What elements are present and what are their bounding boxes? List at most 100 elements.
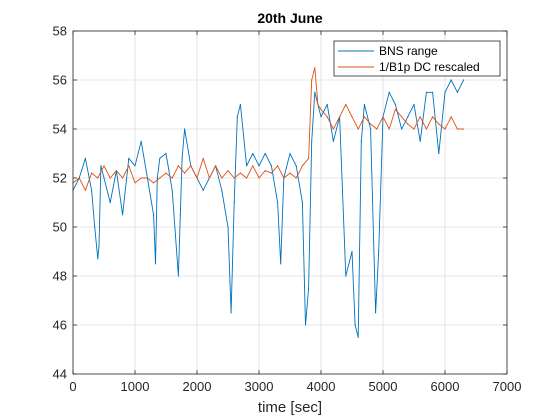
data-point bbox=[456, 91, 458, 93]
data-point bbox=[419, 140, 421, 142]
data-point bbox=[407, 123, 409, 125]
data-point bbox=[376, 128, 378, 130]
data-point bbox=[84, 189, 86, 191]
data-point bbox=[277, 201, 279, 204]
data-point bbox=[308, 287, 310, 289]
plot-frame bbox=[72, 30, 508, 375]
x-tick-label: 6000 bbox=[431, 379, 460, 394]
data-point bbox=[252, 152, 254, 155]
data-point bbox=[425, 91, 427, 93]
data-point bbox=[419, 116, 421, 118]
data-point bbox=[239, 172, 241, 174]
data-point bbox=[450, 79, 452, 81]
data-point bbox=[122, 214, 124, 216]
data-point bbox=[202, 157, 204, 159]
plot-area bbox=[73, 31, 507, 374]
data-point bbox=[277, 165, 279, 167]
x-tick-label: 2000 bbox=[183, 379, 212, 394]
data-point bbox=[156, 177, 158, 179]
data-point bbox=[375, 312, 377, 314]
data-point bbox=[134, 182, 136, 184]
data-point bbox=[394, 103, 396, 106]
data-point bbox=[413, 128, 415, 130]
data-point bbox=[450, 116, 452, 118]
data-point bbox=[78, 177, 80, 179]
data-point bbox=[332, 140, 334, 142]
data-point bbox=[382, 116, 384, 118]
data-point bbox=[94, 226, 96, 228]
data-point bbox=[283, 177, 285, 179]
y-tick-label: 56 bbox=[53, 73, 67, 88]
data-point bbox=[438, 123, 440, 125]
data-point bbox=[394, 108, 396, 110]
data-point bbox=[264, 152, 266, 155]
data-point bbox=[438, 152, 440, 155]
data-point bbox=[317, 103, 319, 106]
data-point bbox=[103, 177, 105, 179]
data-point bbox=[177, 275, 179, 277]
data-point bbox=[295, 177, 297, 179]
data-point bbox=[360, 140, 362, 142]
data-point bbox=[221, 189, 223, 191]
data-point bbox=[345, 275, 347, 277]
data-point bbox=[165, 172, 167, 174]
series-layer bbox=[72, 67, 465, 338]
y-tick-labels: 44 46 48 50 52 54 56 58 bbox=[53, 24, 67, 382]
data-point bbox=[258, 177, 260, 179]
data-point bbox=[357, 128, 359, 130]
legend-label-bns-range: BNS range bbox=[379, 44, 438, 58]
data-point bbox=[407, 116, 409, 118]
data-point bbox=[289, 172, 291, 174]
data-point bbox=[388, 91, 390, 93]
data-point bbox=[227, 226, 229, 228]
data-point bbox=[134, 165, 136, 167]
data-point bbox=[311, 140, 313, 142]
data-point bbox=[425, 128, 427, 130]
data-point bbox=[177, 165, 179, 167]
data-point bbox=[363, 116, 365, 118]
data-point bbox=[184, 128, 186, 130]
data-point bbox=[100, 165, 102, 167]
data-point bbox=[146, 177, 148, 179]
data-point bbox=[401, 128, 403, 130]
data-point bbox=[109, 201, 111, 204]
legend-box bbox=[333, 40, 501, 77]
data-point bbox=[413, 103, 415, 106]
data-point bbox=[320, 108, 322, 110]
data-point bbox=[363, 103, 365, 106]
data-point bbox=[184, 172, 186, 174]
data-point bbox=[463, 79, 465, 81]
data-point bbox=[456, 128, 458, 130]
data-point bbox=[345, 103, 347, 106]
data-point bbox=[252, 165, 254, 167]
data-point bbox=[301, 165, 303, 167]
y-tick-label: 46 bbox=[53, 318, 67, 333]
data-point bbox=[196, 177, 198, 179]
data-point bbox=[314, 67, 316, 69]
x-tick-label: 7000 bbox=[493, 379, 522, 394]
data-point bbox=[264, 170, 266, 172]
data-point bbox=[181, 157, 183, 159]
y-tick-label: 54 bbox=[53, 122, 67, 137]
data-point bbox=[221, 177, 223, 179]
y-tick-label: 52 bbox=[53, 171, 67, 186]
data-point bbox=[270, 165, 272, 167]
data-point bbox=[97, 258, 99, 260]
data-point bbox=[246, 165, 248, 167]
x-axis-label: time [sec] bbox=[258, 399, 322, 416]
data-point bbox=[444, 91, 446, 93]
data-point bbox=[227, 170, 229, 172]
data-point bbox=[339, 116, 341, 118]
data-point bbox=[304, 324, 307, 326]
x-tick-label: 0 bbox=[69, 379, 76, 394]
data-point bbox=[432, 116, 434, 118]
data-point bbox=[354, 324, 356, 326]
data-point bbox=[230, 312, 232, 314]
legend: BNS range 1/B1p DC rescaled bbox=[333, 40, 501, 77]
data-point bbox=[370, 123, 372, 125]
data-point bbox=[311, 79, 313, 81]
data-point bbox=[128, 165, 130, 167]
data-point bbox=[202, 189, 204, 191]
data-point bbox=[295, 165, 297, 167]
series-points-1-b1p-dc-rescaled bbox=[72, 67, 465, 191]
